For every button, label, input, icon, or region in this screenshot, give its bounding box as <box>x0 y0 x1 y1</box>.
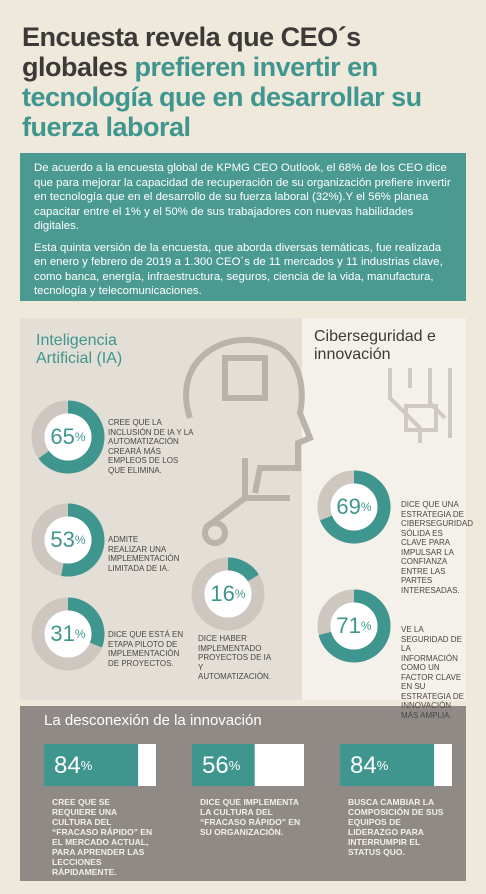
stat-text: VE LA SEGURIDAD DE LA INFORMACIÓN COMO U… <box>401 625 464 720</box>
stat-number: 31% <box>50 621 85 646</box>
intro-box: De acuerdo a la encuesta global de KPMG … <box>20 153 466 301</box>
stat-text: ADMITE REALIZAR UNA IMPLEMENTACIÓN LIMIT… <box>108 535 180 573</box>
stat-unit: % <box>75 533 86 547</box>
cyber-heading: Ciberseguridad e innovación <box>314 328 436 363</box>
title-dark: Encuesta revela que CEO´s globales <box>22 22 361 82</box>
bar-value: 84 <box>350 752 377 779</box>
stat-value: 71 <box>336 613 360 638</box>
stat-number: 16% <box>210 581 245 606</box>
stat-value: 53 <box>50 527 74 552</box>
bar-fill <box>44 744 139 786</box>
stat-unit: % <box>361 619 372 633</box>
bar: 84% <box>340 744 452 786</box>
bar-unit: % <box>229 758 241 773</box>
stat-unit: % <box>75 627 86 641</box>
stat-text: DICE QUE ESTÁ EN ETAPA PILOTO DE IMPLEME… <box>108 630 184 668</box>
bar-fill <box>192 744 255 786</box>
bar-text: CREE QUE SE REQUIERE UNA CULTURA DEL “FR… <box>52 797 153 877</box>
bar: 84% <box>44 744 156 786</box>
stat-number: 53% <box>50 527 85 552</box>
bar-unit: % <box>377 758 389 773</box>
donut-center <box>330 483 378 531</box>
title: Encuesta revela que CEO´s globales prefi… <box>22 22 462 142</box>
donut-arc <box>38 400 105 474</box>
donut-arc <box>320 470 391 544</box>
arm-joint <box>202 520 228 546</box>
bar-number: 84% <box>350 752 389 779</box>
bar-text: BUSCA CAMBIAR LA COMPOSICIÓN DE SUS EQUI… <box>348 797 444 857</box>
robot-arm <box>203 458 290 531</box>
stat-number: 65% <box>50 424 85 449</box>
donut-arc <box>318 589 391 663</box>
donut-center <box>44 610 92 658</box>
gap-panel <box>20 706 466 881</box>
donut: 31% <box>31 597 105 671</box>
gap-heading: La desconexión de la innovación <box>44 712 262 729</box>
donut-center <box>44 516 92 564</box>
head-outline <box>183 336 314 494</box>
bar-number: 84% <box>54 752 93 779</box>
stat-unit: % <box>235 587 246 601</box>
stat-value: 31 <box>50 621 74 646</box>
bar-text: DICE QUE IMPLEMENTA LA CULTURA DEL “FRAC… <box>200 797 301 837</box>
stat-number: 71% <box>336 613 371 638</box>
donut: 53% <box>31 503 105 577</box>
stat-text: CREE QUE LA INCLUSIÓN DE IA Y LA AUTOMAT… <box>108 418 194 475</box>
donut-arc <box>61 503 105 577</box>
stat-text: DICE QUE UNA ESTRATEGIA DE CIBERSEGURIDA… <box>401 500 474 595</box>
bar-fill <box>340 744 435 786</box>
stat-value: 16 <box>210 581 234 606</box>
title-teal: prefieren invertir en tecnología que en … <box>22 52 422 142</box>
lock-icon <box>404 404 438 432</box>
stat-value: 69 <box>336 494 360 519</box>
donut-center <box>44 413 92 461</box>
ai-heading: Inteligencia Artificial (IA) <box>36 332 123 367</box>
bar-value: 84 <box>54 752 81 779</box>
stat-unit: % <box>361 500 372 514</box>
decoration <box>183 336 452 546</box>
bar-number: 56% <box>202 752 241 779</box>
donut-center <box>330 602 378 650</box>
bar: 56% <box>192 744 304 786</box>
donut-arc <box>67 597 105 648</box>
donut: 16% <box>191 557 265 631</box>
stat-unit: % <box>75 430 86 444</box>
donut-arc <box>227 557 259 582</box>
intro-paragraph: De acuerdo a la encuesta global de KPMG … <box>34 162 451 232</box>
bar-value: 56 <box>202 752 229 779</box>
stat-text: DICE HABER IMPLEMENTADO PROYECTOS DE IA … <box>198 634 272 681</box>
donut: 71% <box>317 589 391 663</box>
chip-icon <box>222 355 268 401</box>
stat-value: 65 <box>50 424 74 449</box>
stat-number: 69% <box>336 494 371 519</box>
donut-center <box>204 570 252 618</box>
intro-paragraph: Esta quinta versión de la encuesta, que … <box>34 241 443 298</box>
bar-unit: % <box>81 758 93 773</box>
donut: 65% <box>31 400 105 474</box>
donut: 69% <box>317 470 391 544</box>
